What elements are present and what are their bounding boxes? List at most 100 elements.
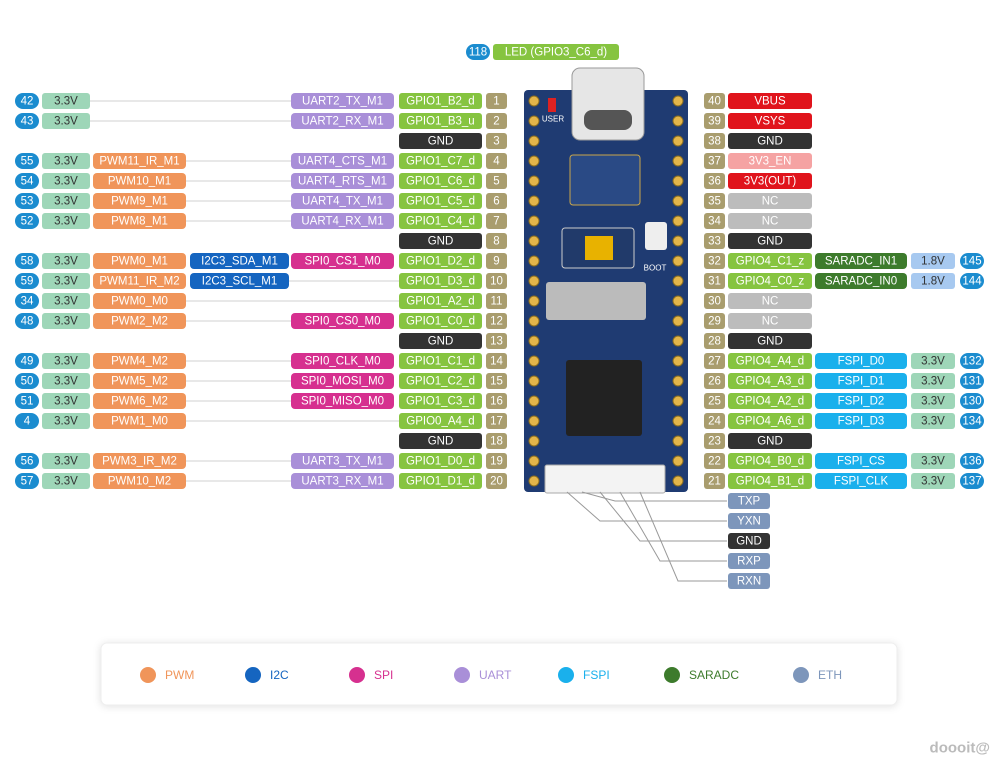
pad xyxy=(528,175,540,187)
pad xyxy=(672,315,684,327)
function-bg xyxy=(291,213,394,229)
function: PWM2_M2 xyxy=(111,316,168,328)
boot-label: BOOT xyxy=(644,264,667,273)
function: PWM6_M2 xyxy=(111,396,168,408)
pin-name-bg xyxy=(399,233,482,249)
id-bg xyxy=(15,313,39,329)
voltage: 3.3V xyxy=(54,176,78,188)
soc xyxy=(566,360,642,436)
function-bg xyxy=(291,173,394,189)
function: SARADC_IN0 xyxy=(825,276,897,288)
voltage: 3.3V xyxy=(54,316,78,328)
pin-name: GPIO4_B1_d xyxy=(736,476,804,488)
pin-number-bg xyxy=(486,393,507,409)
function-bg xyxy=(93,213,186,229)
function: SPI0_CS0_M0 xyxy=(304,316,380,328)
id: 55 xyxy=(21,156,34,168)
function: FSPI_CS xyxy=(837,456,885,468)
function-bg xyxy=(815,253,907,269)
id-bg xyxy=(15,273,39,289)
led-label-bg xyxy=(493,44,619,60)
pad xyxy=(528,475,540,487)
function: UART4_CTS_M1 xyxy=(298,156,387,168)
function: PWM1_M0 xyxy=(111,416,168,428)
pad xyxy=(672,295,684,307)
id-bg xyxy=(960,413,984,429)
id: 131 xyxy=(962,376,981,388)
pin-name-bg xyxy=(399,373,482,389)
id-bg xyxy=(960,393,984,409)
pin-name: GPIO4_C1_z xyxy=(736,256,805,268)
id-bg xyxy=(15,393,39,409)
voltage-bg xyxy=(911,273,955,289)
pad xyxy=(672,115,684,127)
pin-name-bg xyxy=(728,153,812,169)
id: 145 xyxy=(962,256,981,268)
id: 130 xyxy=(962,396,981,408)
function-bg xyxy=(291,113,394,129)
pin-name-bg xyxy=(728,233,812,249)
id: 52 xyxy=(21,216,34,228)
legend-label: I2C xyxy=(270,668,289,682)
function-bg xyxy=(291,153,394,169)
eth-line xyxy=(581,491,727,502)
pin-name: GPIO4_A3_d xyxy=(736,376,804,388)
pin-name: GPIO1_C0_d xyxy=(406,316,475,328)
pad xyxy=(672,375,684,387)
voltage: 3.3V xyxy=(54,396,78,408)
voltage-bg xyxy=(911,473,955,489)
pin-number-bg xyxy=(704,273,725,289)
pin-number-bg xyxy=(704,293,725,309)
pad xyxy=(672,415,684,427)
pin-number-bg xyxy=(486,193,507,209)
function: UART4_RX_M1 xyxy=(301,216,383,228)
pin-number: 29 xyxy=(708,316,721,328)
pin-name: GND xyxy=(757,336,783,348)
function: PWM11_IR_M1 xyxy=(99,156,179,168)
pin-number: 26 xyxy=(708,376,721,388)
pin-name: GND xyxy=(428,136,454,148)
eth-line xyxy=(639,491,727,582)
pin-number: 37 xyxy=(708,156,721,168)
pin-name-bg xyxy=(399,293,482,309)
pin-name-bg xyxy=(728,273,812,289)
eth-line xyxy=(619,491,727,562)
legend-label: SARADC xyxy=(689,668,739,682)
id: 51 xyxy=(21,396,34,408)
pin-name: NC xyxy=(762,316,779,328)
watermark: doooit@ xyxy=(930,740,990,757)
pin-name: GND xyxy=(428,336,454,348)
id: 58 xyxy=(21,256,34,268)
legend-swatch xyxy=(349,667,365,683)
pad xyxy=(672,475,684,487)
voltage: 3.3V xyxy=(54,356,78,368)
function-bg xyxy=(93,393,186,409)
pin-name: GPIO1_B3_u xyxy=(406,116,474,128)
legend-label: FSPI xyxy=(583,668,610,682)
connector-lines xyxy=(90,100,399,482)
function-bg xyxy=(815,453,907,469)
legend-swatch xyxy=(793,667,809,683)
voltage-bg xyxy=(42,193,90,209)
pin-name-bg xyxy=(728,93,812,109)
pin-number: 13 xyxy=(490,336,503,348)
pin-number-bg xyxy=(704,393,725,409)
pad xyxy=(672,255,684,267)
function-bg xyxy=(291,473,394,489)
function: PWM9_M1 xyxy=(111,196,168,208)
function: SPI0_MOSI_M0 xyxy=(301,376,384,388)
pin-number-bg xyxy=(486,373,507,389)
id: 54 xyxy=(21,176,34,188)
pin-name: NC xyxy=(762,216,779,228)
voltage-bg xyxy=(911,373,955,389)
pin-number: 2 xyxy=(493,116,499,128)
boot-button xyxy=(645,222,667,250)
pin-number-bg xyxy=(704,313,725,329)
pin-number: 30 xyxy=(708,296,721,308)
pin-name: GPIO1_C3_d xyxy=(406,396,475,408)
legend-box xyxy=(100,642,898,706)
pin-name: VBUS xyxy=(754,96,786,108)
pin-number-bg xyxy=(486,333,507,349)
function-bg xyxy=(93,373,186,389)
